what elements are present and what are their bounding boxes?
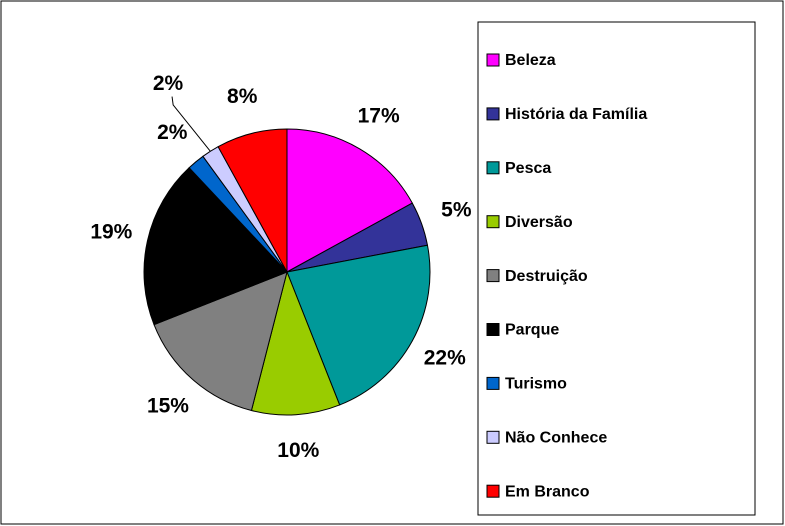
legend-label: Pesca	[505, 160, 551, 177]
pie-slice	[250, 270, 341, 416]
legend-label: História da Família	[505, 106, 647, 123]
legend-swatch	[486, 430, 500, 444]
legend-swatch	[486, 53, 500, 67]
legend-swatch	[486, 215, 500, 229]
data-label: 5%	[441, 199, 472, 222]
legend-swatch	[486, 269, 500, 283]
data-label: 15%	[147, 395, 189, 418]
legend-box	[477, 21, 756, 516]
data-label: 2%	[157, 121, 188, 144]
data-label: 19%	[90, 220, 132, 243]
legend-label: Beleza	[505, 52, 556, 69]
pie-slice	[217, 128, 288, 273]
legend-label: Diversão	[505, 214, 573, 231]
legend-label: Turismo	[505, 376, 567, 393]
data-label: 22%	[424, 346, 466, 369]
pie-slice	[153, 271, 288, 412]
legend-swatch	[486, 161, 500, 175]
data-label: 10%	[277, 439, 319, 462]
legend-label: Em Branco	[505, 483, 590, 500]
pie-slice	[143, 167, 288, 326]
legend-label: Não Conhece	[505, 430, 607, 447]
pie-slice	[286, 244, 431, 406]
pie-slice	[286, 128, 413, 273]
legend-label: Parque	[505, 322, 559, 339]
leader-line	[171, 96, 211, 152]
legend-label: Destruição	[505, 268, 588, 285]
legend-swatch	[486, 484, 500, 498]
data-label: 17%	[358, 105, 400, 128]
legend-swatch	[486, 323, 500, 336]
data-label: 2%	[153, 72, 184, 95]
legend-swatch	[486, 107, 500, 121]
legend-swatch	[486, 376, 500, 390]
data-label: 8%	[227, 85, 258, 108]
